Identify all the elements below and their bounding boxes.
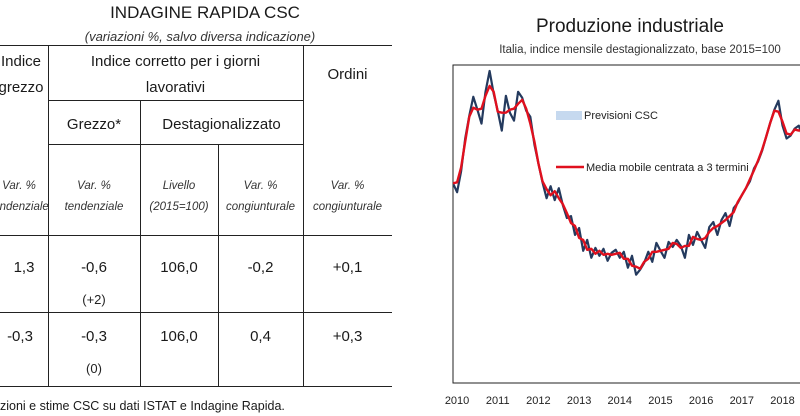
chart-subtitle: Italia, indice mensile destagionalizzato… bbox=[499, 44, 781, 56]
header-indice-grezzo-line2: grezzo bbox=[0, 79, 44, 96]
row2-col3: 106,0 bbox=[160, 328, 198, 345]
row1-col2-note: (+2) bbox=[82, 292, 106, 307]
subheader-col2: Var. % tendenziale bbox=[48, 176, 140, 218]
header-indice-grezzo-line1: Indice bbox=[0, 53, 42, 70]
legend-label-media-mobile: Media mobile centrata a 3 termini bbox=[586, 162, 749, 174]
row1-col3: 106,0 bbox=[160, 259, 198, 276]
x-tick-label-2017: 2017 bbox=[730, 395, 754, 407]
subheader-col5-line2: congiunturale bbox=[312, 201, 383, 213]
x-tick-label-2010: 2010 bbox=[445, 395, 469, 407]
table-subtitle: (variazioni %, salvo diversa indicazione… bbox=[84, 29, 316, 44]
subheader-col4-line2: congiunturale bbox=[225, 201, 296, 213]
subheader-col1: Var. % tendenziale bbox=[0, 176, 49, 218]
row2-col5: +0,3 bbox=[332, 328, 363, 345]
subheader-col3: Livello (2015=100) bbox=[140, 176, 218, 218]
x-tick-label-2015: 2015 bbox=[648, 395, 672, 407]
subheader-col1-line2: tendenziale bbox=[0, 201, 49, 213]
row2-col4: 0,4 bbox=[250, 328, 271, 345]
chart-title: Produzione industriale bbox=[535, 16, 724, 37]
header-grezzo: Grezzo* bbox=[66, 116, 122, 133]
x-tick-labels: 2010 2011 2012 2013 2014 2015 2016 2017 2018 bbox=[445, 395, 795, 407]
x-tick-label-2011: 2011 bbox=[486, 395, 510, 407]
table-footnote: zioni e stime CSC su dati ISTAT e Indagi… bbox=[0, 399, 285, 413]
subheader-col3-line2: (2015=100) bbox=[149, 201, 209, 213]
row1-col1: 1,3 bbox=[13, 259, 35, 276]
x-tick-label-2013: 2013 bbox=[567, 395, 591, 407]
subheader-col3-line1: Livello bbox=[162, 180, 196, 192]
legend: Previsioni CSC Media mobile centrata a 3… bbox=[556, 110, 749, 174]
x-tick-label-2016: 2016 bbox=[689, 395, 713, 407]
row2-col2: -0,3 bbox=[81, 328, 107, 345]
header-ordini: Ordini bbox=[327, 66, 368, 83]
legend-label-previsioni: Previsioni CSC bbox=[584, 110, 658, 122]
plot-area-frame bbox=[452, 64, 800, 384]
subheader-col2-line2: tendenziale bbox=[64, 201, 124, 213]
x-tick-label-2014: 2014 bbox=[608, 395, 632, 407]
subheader-col4: Var. % congiunturale bbox=[218, 176, 303, 218]
row1-col2: -0,6 bbox=[81, 259, 107, 276]
row1-col4: -0,2 bbox=[247, 259, 274, 276]
x-tick-label-2012: 2012 bbox=[526, 395, 550, 407]
header-indice-corretto-line2: lavorativi bbox=[145, 79, 206, 96]
subheader-col4-line1: Var. % bbox=[243, 180, 278, 192]
subheader-col2-line1: Var. % bbox=[77, 180, 111, 192]
subheader-col1-line1: Var. % bbox=[2, 180, 36, 192]
table-title: INDAGINE RAPIDA CSC bbox=[110, 3, 300, 22]
series-line-media-mobile bbox=[453, 84, 800, 270]
subheader-col5: Var. % congiunturale bbox=[303, 176, 392, 218]
row2-col1: -0,3 bbox=[7, 328, 33, 345]
row1-col5: +0,1 bbox=[332, 259, 363, 276]
header-indice-corretto-line1: Indice corretto per i giorni bbox=[90, 53, 261, 70]
legend-swatch-previsioni bbox=[556, 111, 582, 120]
x-tick-label-2018: 2018 bbox=[770, 395, 794, 407]
header-destagionalizzato: Destagionalizzato bbox=[162, 116, 281, 133]
series-layer bbox=[453, 69, 800, 276]
subheader-col5-line1: Var. % bbox=[330, 180, 365, 192]
row2-col2-note: (0) bbox=[86, 361, 102, 376]
